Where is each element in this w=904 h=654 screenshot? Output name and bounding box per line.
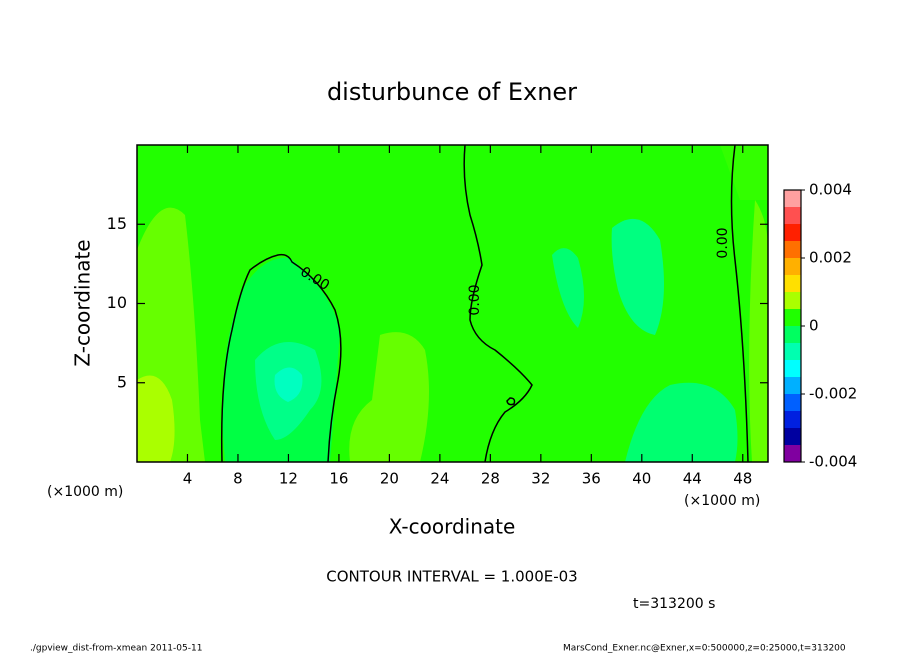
y-tick-label: 15 <box>107 214 127 233</box>
colorbar-tick-label: -0.004 <box>809 453 857 471</box>
colorbar-tick-label: -0.002 <box>809 385 857 403</box>
colorbar-bin <box>784 309 801 326</box>
footer-right: MarsCond_Exner.nc@Exner,x=0:500000,z=0:2… <box>563 644 846 654</box>
field-region <box>349 332 429 462</box>
colorbar-bin <box>784 377 801 394</box>
colorbar-bin <box>784 292 801 309</box>
y-unit-label: (×1000 m) <box>47 484 123 500</box>
x-unit-label: (×1000 m) <box>684 493 760 509</box>
y-tick-label: 10 <box>107 293 127 312</box>
colorbar-bin <box>784 326 801 343</box>
contour-label: 0.00 <box>467 284 483 315</box>
x-tick-label: 28 <box>481 470 500 488</box>
field-region <box>749 200 768 462</box>
y-tick-label: 5 <box>117 372 127 391</box>
field-region <box>611 218 664 335</box>
colorbar-bin <box>784 445 801 462</box>
x-tick-label: 40 <box>632 470 651 488</box>
colorbar-bin <box>784 224 801 241</box>
contour-interval: CONTOUR INTERVAL = 1.000E-03 <box>326 568 577 586</box>
field-region <box>720 145 768 200</box>
x-tick-label: 44 <box>683 470 702 488</box>
x-tick-label: 12 <box>279 470 298 488</box>
x-tick-label: 36 <box>582 470 601 488</box>
contour-line <box>220 253 342 462</box>
colorbar-bin <box>784 394 801 411</box>
colorbar-bin <box>784 241 801 258</box>
field-region <box>552 248 584 328</box>
colorbar-bin <box>784 190 801 207</box>
colorbar-bin <box>784 428 801 445</box>
colorbar-bin <box>784 343 801 360</box>
x-tick-label: 48 <box>733 470 752 488</box>
colorbar-tick-label: 0.004 <box>809 181 852 199</box>
field-region <box>625 382 738 462</box>
colorbar-bin <box>784 275 801 292</box>
contour-line <box>463 145 533 462</box>
colorbar-bin <box>784 258 801 275</box>
x-tick-label: 8 <box>233 470 243 488</box>
x-tick-label: 24 <box>430 470 449 488</box>
contour-line <box>506 397 516 406</box>
field-region <box>137 375 175 462</box>
contour-field <box>137 145 768 462</box>
chart-title: disturbunce of Exner <box>327 78 577 106</box>
x-tick-label: 32 <box>531 470 550 488</box>
contour-label: 0.00 <box>715 227 731 258</box>
x-axis-label: X-coordinate <box>389 515 516 539</box>
colorbar-bin <box>784 360 801 377</box>
field-region <box>274 367 303 402</box>
x-tick-label: 16 <box>329 470 348 488</box>
colorbar-tick-label: 0 <box>809 317 819 335</box>
contour-line <box>730 145 749 462</box>
colorbar-tick-label: 0.002 <box>809 249 852 267</box>
colorbar-bin <box>784 411 801 428</box>
x-tick-label: 4 <box>183 470 193 488</box>
y-axis-label: Z-coordinate <box>71 239 95 366</box>
time-label: t=313200 s <box>633 596 715 612</box>
x-tick-label: 20 <box>380 470 399 488</box>
colorbar-bin <box>784 207 801 224</box>
footer-left: ./gpview_dist-from-xmean 2011-05-11 <box>30 644 202 654</box>
